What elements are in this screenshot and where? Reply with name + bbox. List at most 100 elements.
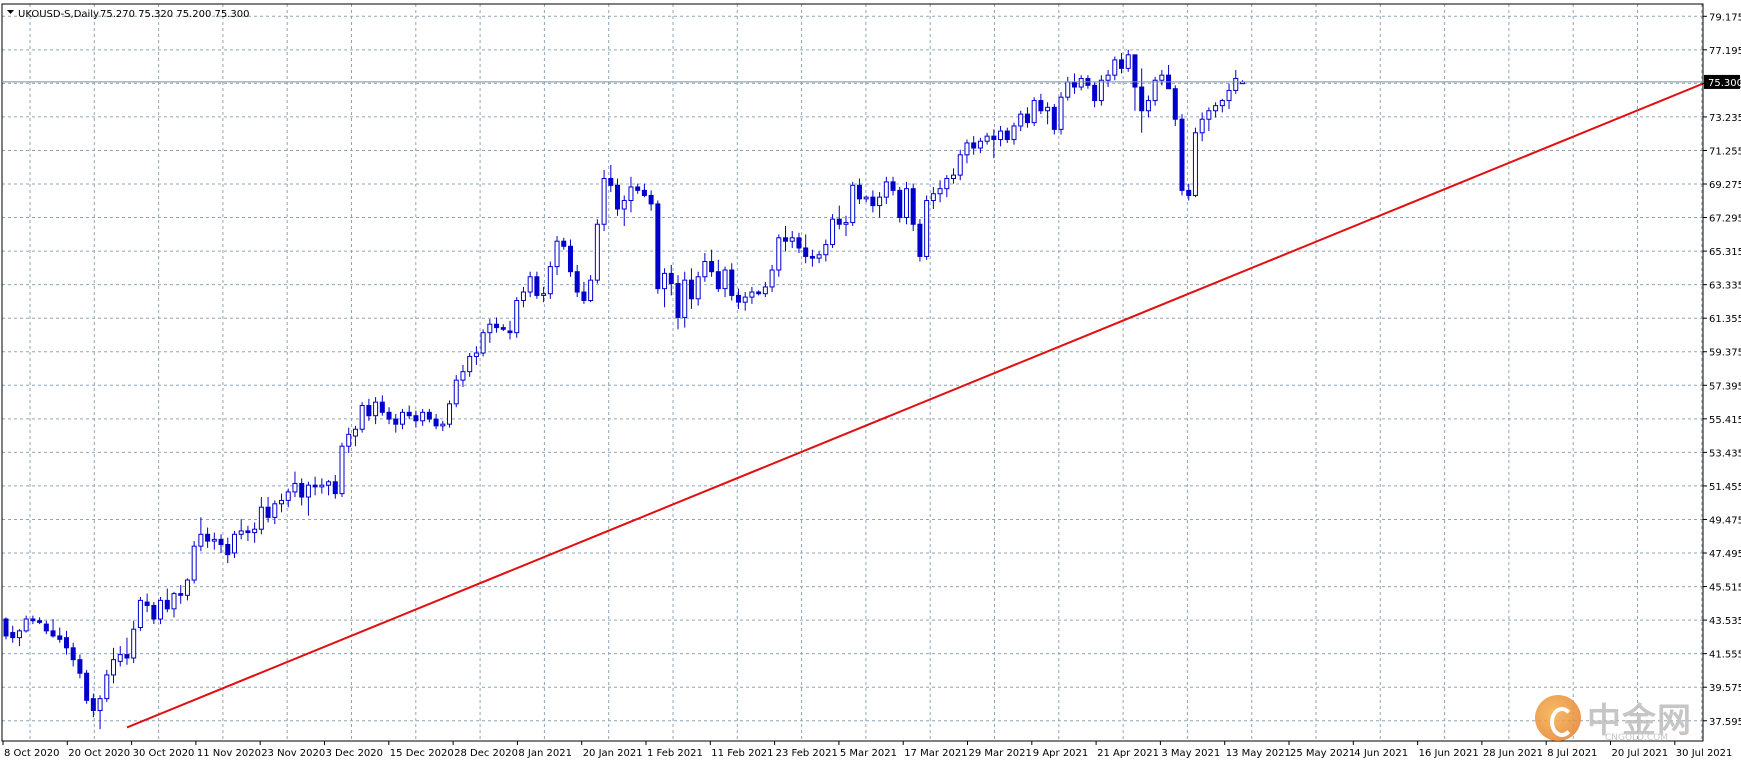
candle [37, 617, 43, 625]
candle [440, 420, 446, 431]
candle [789, 231, 795, 248]
candle [574, 264, 580, 298]
candle-body [883, 181, 889, 198]
current-price-label: 75.300 [1708, 78, 1741, 89]
y-tick-label: 59.375 [1709, 348, 1741, 359]
candle [1213, 102, 1219, 118]
candle-body [850, 184, 856, 224]
x-tick-label: 11 Nov 2020 [197, 748, 261, 759]
x-tick-label: 1 Feb 2021 [647, 748, 703, 759]
candle-body [1192, 132, 1198, 196]
candle [1098, 75, 1104, 106]
candle-body [258, 506, 264, 530]
x-tick-label: 21 Apr 2021 [1097, 748, 1159, 759]
candle-body [998, 130, 1004, 141]
candle [43, 620, 49, 635]
candle [883, 176, 889, 204]
candle [910, 183, 916, 232]
candle [1179, 114, 1185, 196]
x-tick-label: 3 Dec 2020 [326, 748, 384, 759]
candle-body [238, 530, 244, 535]
candle-body [30, 618, 36, 622]
candle-body [601, 178, 607, 225]
candle [930, 186, 936, 210]
candle [406, 405, 412, 420]
x-tick-label: 20 Oct 2020 [68, 748, 130, 759]
y-tick-label: 73.235 [1709, 113, 1741, 124]
y-tick-label: 57.395 [1709, 381, 1741, 392]
candle-body [951, 174, 957, 180]
candle [762, 281, 768, 298]
candle [1105, 70, 1111, 88]
candle [830, 214, 836, 248]
candle-body [823, 244, 829, 256]
candle [1145, 95, 1151, 118]
candle-body [97, 698, 103, 712]
candle [178, 585, 184, 604]
y-tick-label: 37.595 [1709, 717, 1741, 728]
candle-body [957, 154, 963, 176]
candle [554, 236, 560, 276]
candle-body [359, 405, 365, 430]
candle-body [10, 632, 16, 639]
candle [285, 488, 291, 508]
candle-body [695, 276, 701, 300]
candle [648, 190, 654, 211]
candle [373, 397, 379, 425]
candle [366, 398, 372, 421]
candle-body [910, 188, 916, 225]
candle-body [856, 184, 862, 200]
candle-body [749, 291, 755, 298]
candle-body [104, 674, 110, 700]
candle [776, 234, 782, 277]
candle [117, 646, 123, 667]
candle-body [890, 181, 896, 191]
candle [467, 353, 473, 377]
candle [151, 602, 157, 625]
candle [507, 320, 513, 340]
candle [1018, 110, 1024, 132]
candle-body [1139, 86, 1145, 112]
candle-body [937, 188, 943, 195]
candle [171, 591, 177, 618]
grid-lines [2, 4, 1703, 741]
candle-body [231, 533, 237, 554]
candle [480, 329, 486, 357]
candle-body [144, 601, 150, 606]
candle [23, 615, 29, 633]
y-tick-label: 41.555 [1709, 650, 1741, 661]
dropdown-triangle-icon[interactable] [7, 10, 14, 14]
x-tick-label: 8 Jul 2021 [1547, 748, 1597, 759]
candle-body [285, 491, 291, 501]
watermark-subtext: CNGOLD.COM [1605, 733, 1669, 743]
candle-body [1011, 125, 1017, 141]
candle [527, 271, 533, 298]
candle [379, 395, 385, 416]
candle-body [500, 327, 506, 330]
candle [1186, 183, 1192, 201]
ohlc-values: 75.270 75.320 75.200 75.300 [100, 9, 250, 20]
candle [191, 541, 197, 584]
candle-body [641, 189, 647, 196]
candle [944, 175, 950, 198]
candle [903, 181, 909, 225]
y-tick-label: 65.315 [1709, 247, 1741, 258]
candle [1125, 49, 1131, 72]
candle [924, 195, 930, 260]
candle-body [1186, 189, 1192, 196]
candle-body [662, 272, 668, 290]
candle-body [111, 659, 117, 676]
candle-body [715, 271, 721, 290]
candle [70, 642, 76, 667]
candle-body [218, 538, 224, 545]
candle-body [164, 599, 170, 610]
candle-body [1152, 79, 1158, 102]
x-tick-label: 20 Jan 2021 [583, 748, 643, 759]
candle [279, 493, 285, 513]
candle-body [944, 178, 950, 190]
candle [1119, 53, 1125, 74]
candle-body [863, 196, 869, 200]
x-tick-label: 30 Oct 2020 [133, 748, 195, 759]
